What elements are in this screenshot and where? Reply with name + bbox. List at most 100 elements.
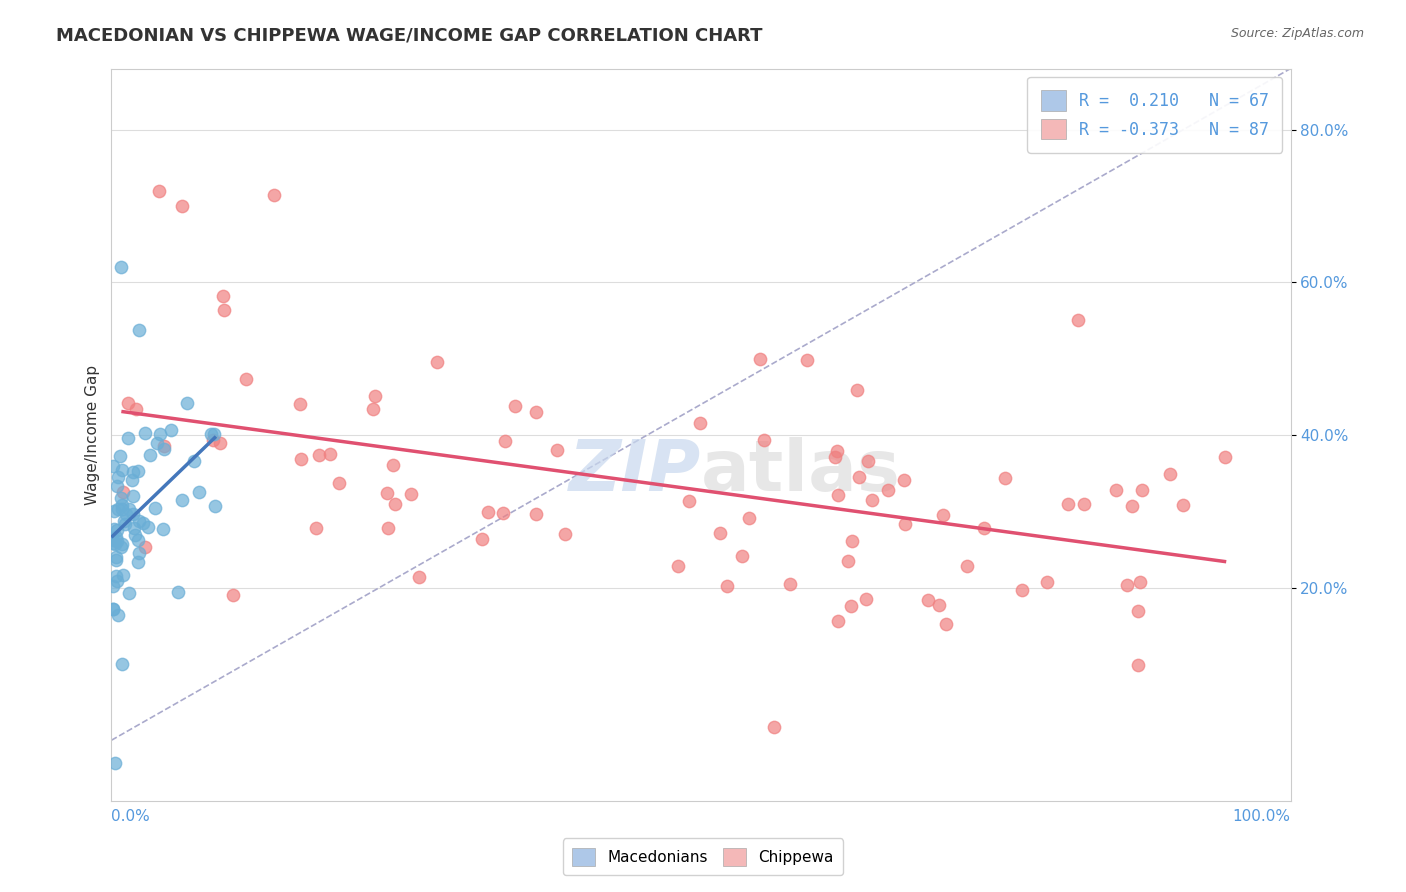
- Point: [118, 586, 141, 600]
- Point: [1126, 604, 1149, 618]
- Point: [381, 458, 404, 472]
- Point: [153, 442, 176, 456]
- Point: [110, 537, 132, 551]
- Point: [837, 554, 859, 568]
- Text: 100.0%: 100.0%: [1233, 809, 1291, 824]
- Point: [328, 476, 350, 491]
- Point: [731, 549, 754, 563]
- Point: [111, 657, 134, 672]
- Point: [546, 442, 568, 457]
- Point: [104, 537, 127, 551]
- Point: [399, 486, 422, 500]
- Point: [1129, 574, 1152, 589]
- Text: atlas: atlas: [702, 437, 901, 506]
- Point: [115, 508, 138, 522]
- Point: [111, 567, 134, 582]
- Text: Source: ZipAtlas.com: Source: ZipAtlas.com: [1230, 27, 1364, 40]
- Point: [1173, 498, 1195, 512]
- Point: [503, 400, 526, 414]
- Point: [222, 588, 245, 602]
- Point: [212, 302, 235, 317]
- Point: [101, 535, 124, 549]
- Point: [110, 540, 132, 554]
- Point: [125, 402, 148, 417]
- Point: [824, 450, 846, 464]
- Point: [159, 423, 181, 437]
- Point: [117, 396, 139, 410]
- Point: [166, 584, 188, 599]
- Point: [932, 508, 955, 522]
- Point: [471, 532, 494, 546]
- Point: [110, 260, 132, 274]
- Point: [1130, 483, 1153, 497]
- Point: [877, 483, 900, 497]
- Point: [554, 527, 576, 541]
- Point: [825, 444, 848, 458]
- Point: [111, 501, 134, 516]
- Point: [128, 546, 150, 560]
- Point: [122, 489, 145, 503]
- Text: 0.0%: 0.0%: [111, 809, 150, 824]
- Point: [524, 507, 547, 521]
- Point: [117, 501, 139, 516]
- Point: [212, 289, 235, 303]
- Point: [855, 592, 877, 607]
- Point: [209, 436, 232, 450]
- Point: [477, 504, 499, 518]
- Point: [494, 434, 516, 449]
- Point: [973, 521, 995, 535]
- Point: [172, 493, 194, 508]
- Point: [149, 427, 172, 442]
- Point: [318, 447, 340, 461]
- Point: [152, 439, 174, 453]
- Point: [104, 569, 127, 583]
- Legend: R =  0.210   N = 67, R = -0.373   N = 87: R = 0.210 N = 67, R = -0.373 N = 87: [1028, 77, 1282, 153]
- Point: [121, 507, 143, 521]
- Point: [134, 540, 156, 554]
- Point: [204, 499, 226, 513]
- Point: [122, 465, 145, 479]
- Point: [666, 559, 689, 574]
- Point: [145, 435, 167, 450]
- Point: [893, 474, 915, 488]
- Point: [709, 525, 731, 540]
- Point: [1213, 450, 1236, 465]
- Point: [107, 607, 129, 622]
- Point: [678, 494, 700, 508]
- Point: [110, 491, 132, 505]
- Point: [139, 448, 162, 462]
- Point: [127, 533, 149, 547]
- Point: [112, 485, 135, 500]
- Point: [492, 506, 515, 520]
- Point: [408, 570, 430, 584]
- Point: [749, 351, 772, 366]
- Point: [689, 417, 711, 431]
- Point: [183, 454, 205, 468]
- Point: [848, 470, 870, 484]
- Point: [110, 449, 132, 463]
- Point: [858, 453, 880, 467]
- Point: [308, 448, 330, 462]
- Point: [235, 372, 257, 386]
- Point: [124, 528, 146, 542]
- Point: [145, 501, 167, 516]
- Point: [152, 522, 174, 536]
- Point: [1011, 582, 1033, 597]
- Point: [188, 484, 211, 499]
- Point: [107, 502, 129, 516]
- Point: [110, 498, 132, 512]
- Point: [1115, 578, 1137, 592]
- Point: [928, 598, 950, 612]
- Point: [364, 389, 387, 403]
- Point: [290, 452, 312, 467]
- Point: [1073, 497, 1095, 511]
- Point: [127, 464, 149, 478]
- Point: [1067, 313, 1090, 327]
- Point: [202, 427, 225, 442]
- Point: [290, 397, 312, 411]
- Point: [103, 504, 125, 518]
- Point: [752, 434, 775, 448]
- Point: [361, 402, 384, 417]
- Point: [148, 184, 170, 198]
- Point: [377, 521, 399, 535]
